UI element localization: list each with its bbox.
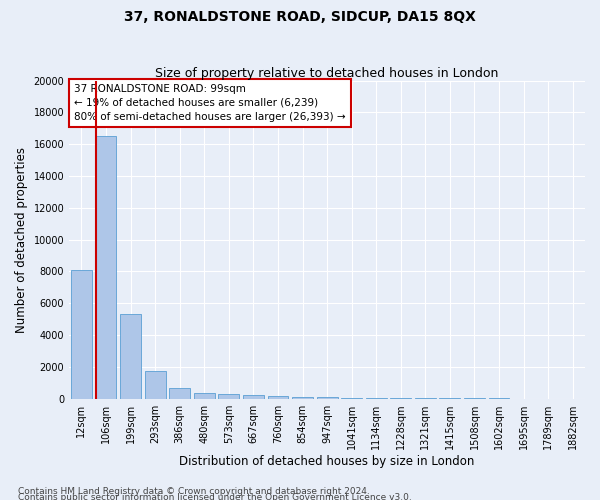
- Bar: [120, 314, 141, 398]
- Title: Size of property relative to detached houses in London: Size of property relative to detached ho…: [155, 66, 499, 80]
- Text: Contains HM Land Registry data © Crown copyright and database right 2024.: Contains HM Land Registry data © Crown c…: [18, 486, 370, 496]
- Bar: [317, 397, 338, 398]
- Bar: [218, 394, 239, 398]
- Bar: [169, 388, 190, 398]
- Y-axis label: Number of detached properties: Number of detached properties: [15, 146, 28, 332]
- X-axis label: Distribution of detached houses by size in London: Distribution of detached houses by size …: [179, 454, 475, 468]
- Bar: [243, 396, 264, 398]
- Bar: [145, 371, 166, 398]
- Bar: [95, 136, 116, 398]
- Text: 37, RONALDSTONE ROAD, SIDCUP, DA15 8QX: 37, RONALDSTONE ROAD, SIDCUP, DA15 8QX: [124, 10, 476, 24]
- Bar: [292, 396, 313, 398]
- Text: Contains public sector information licensed under the Open Government Licence v3: Contains public sector information licen…: [18, 492, 412, 500]
- Bar: [194, 393, 215, 398]
- Bar: [71, 270, 92, 398]
- Text: 37 RONALDSTONE ROAD: 99sqm
← 19% of detached houses are smaller (6,239)
80% of s: 37 RONALDSTONE ROAD: 99sqm ← 19% of deta…: [74, 84, 346, 122]
- Bar: [268, 396, 289, 398]
